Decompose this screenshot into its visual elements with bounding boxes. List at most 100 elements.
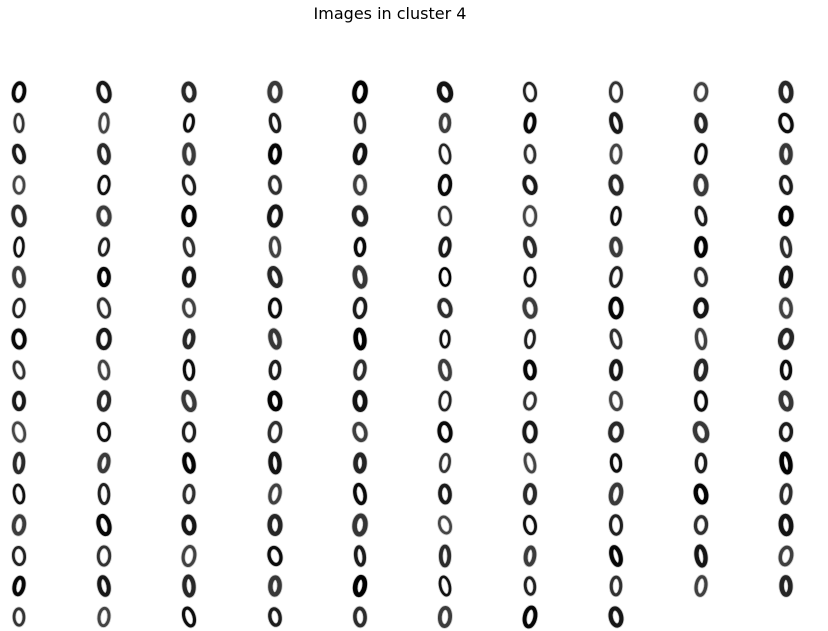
digit-thumbnail: [92, 171, 116, 199]
digit-thumbnail: [177, 202, 201, 230]
digit-thumbnail: [518, 511, 542, 539]
digit-thumbnail: [263, 263, 287, 291]
digit-thumbnail: [348, 263, 372, 291]
digit-thumbnail: [263, 418, 287, 446]
digit-thumbnail: [348, 356, 372, 384]
digit-thumbnail: [7, 449, 31, 477]
digit-thumbnail: [263, 78, 287, 106]
digit-thumbnail: [689, 542, 713, 570]
digit-thumbnail: [689, 171, 713, 199]
digit-thumbnail: [348, 109, 372, 137]
digit-thumbnail: [263, 603, 287, 631]
digit-thumbnail: [7, 263, 31, 291]
digit-thumbnail: [7, 325, 31, 353]
digit-thumbnail: [774, 78, 798, 106]
digit-thumbnail: [689, 233, 713, 261]
digit-thumbnail: [774, 542, 798, 570]
digit-thumbnail: [433, 202, 457, 230]
digit-thumbnail: [774, 480, 798, 508]
digit-thumbnail: [518, 263, 542, 291]
digit-thumbnail: [263, 325, 287, 353]
digit-thumbnail: [604, 263, 628, 291]
digit-thumbnail: [263, 542, 287, 570]
digit-thumbnail: [689, 294, 713, 322]
digit-thumbnail: [263, 480, 287, 508]
digit-thumbnail: [433, 109, 457, 137]
digit-thumbnail: [604, 480, 628, 508]
digit-thumbnail: [177, 140, 201, 168]
digit-thumbnail: [263, 171, 287, 199]
digit-thumbnail: [263, 140, 287, 168]
digit-thumbnail: [263, 202, 287, 230]
digit-thumbnail: [263, 109, 287, 137]
digit-thumbnail: [263, 294, 287, 322]
digit-thumbnail: [774, 387, 798, 415]
digit-thumbnail: [92, 603, 116, 631]
digit-thumbnail: [7, 109, 31, 137]
digit-thumbnail: [348, 294, 372, 322]
digit-thumbnail: [433, 449, 457, 477]
digit-thumbnail: [348, 233, 372, 261]
digit-thumbnail: [7, 572, 31, 600]
digit-thumbnail: [7, 511, 31, 539]
digit-thumbnail: [518, 480, 542, 508]
digit-thumbnail: [177, 603, 201, 631]
digit-thumbnail: [774, 140, 798, 168]
digit-thumbnail: [433, 356, 457, 384]
digit-thumbnail: [433, 78, 457, 106]
digit-thumbnail: [774, 109, 798, 137]
digit-thumbnail: [518, 109, 542, 137]
digit-thumbnail: [518, 202, 542, 230]
digit-thumbnail: [604, 109, 628, 137]
digit-thumbnail: [263, 356, 287, 384]
digit-thumbnail: [518, 542, 542, 570]
digit-thumbnail: [348, 325, 372, 353]
digit-thumbnail: [518, 294, 542, 322]
digit-thumbnail: [774, 171, 798, 199]
digit-thumbnail: [92, 263, 116, 291]
digit-thumbnail: [518, 418, 542, 446]
digit-thumbnail: [604, 171, 628, 199]
digit-thumbnail: [348, 603, 372, 631]
digit-thumbnail: [433, 511, 457, 539]
figure-title: Images in cluster 4: [313, 4, 467, 23]
digit-thumbnail: [689, 140, 713, 168]
digit-thumbnail: [433, 603, 457, 631]
digit-thumbnail: [263, 387, 287, 415]
digit-thumbnail: [92, 542, 116, 570]
digit-thumbnail: [92, 418, 116, 446]
digit-thumbnail: [689, 78, 713, 106]
digit-thumbnail: [7, 356, 31, 384]
digit-thumbnail: [774, 449, 798, 477]
digit-thumbnail: [7, 542, 31, 570]
digit-thumbnail: [92, 387, 116, 415]
digit-thumbnail: [604, 572, 628, 600]
digit-thumbnail: [7, 78, 31, 106]
digit-thumbnail: [604, 418, 628, 446]
digit-thumbnail: [604, 202, 628, 230]
digit-thumbnail: [433, 572, 457, 600]
digit-thumbnail: [92, 572, 116, 600]
digit-thumbnail: [348, 572, 372, 600]
digit-thumbnail: [263, 233, 287, 261]
digit-thumbnail: [433, 294, 457, 322]
digit-thumbnail: [177, 449, 201, 477]
digit-thumbnail: [177, 109, 201, 137]
digit-thumbnail: [689, 109, 713, 137]
digit-thumbnail: [433, 140, 457, 168]
digit-thumbnail: [689, 263, 713, 291]
digit-thumbnail: [177, 572, 201, 600]
digit-thumbnail: [177, 171, 201, 199]
digit-thumbnail: [7, 140, 31, 168]
digit-thumbnail: [7, 418, 31, 446]
digit-thumbnail: [689, 356, 713, 384]
digit-thumbnail: [92, 78, 116, 106]
digit-thumbnail: [774, 325, 798, 353]
digit-thumbnail: [604, 78, 628, 106]
digit-thumbnail: [689, 449, 713, 477]
digit-thumbnail: [518, 356, 542, 384]
digit-thumbnail: [433, 387, 457, 415]
digit-thumbnail: [604, 294, 628, 322]
digit-thumbnail: [774, 294, 798, 322]
digit-thumbnail: [92, 109, 116, 137]
